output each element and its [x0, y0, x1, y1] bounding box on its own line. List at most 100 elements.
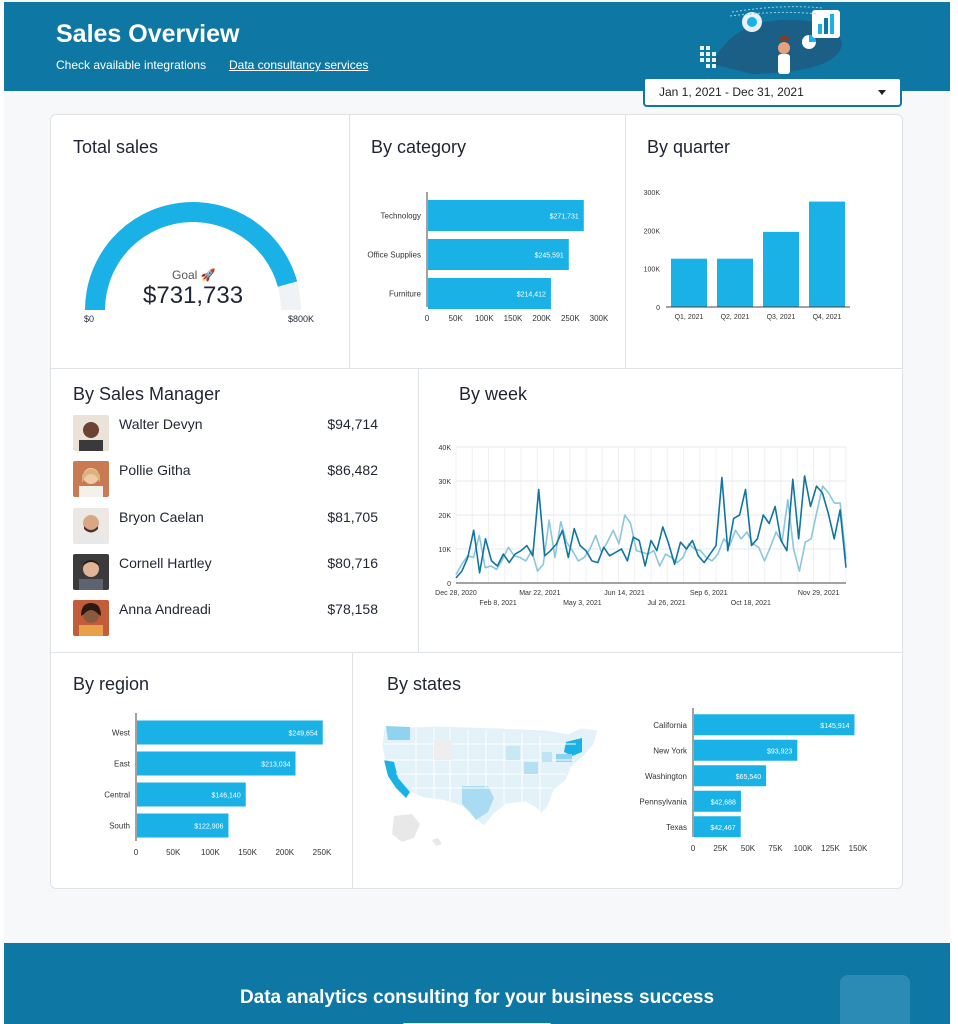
category-label: East	[114, 760, 131, 769]
header-illustration	[700, 6, 842, 74]
window-edge-left	[0, 0, 4, 1024]
integrations-link[interactable]: Check available integrations	[56, 58, 207, 72]
data-label: $42,688	[711, 799, 736, 806]
data-label: $93,923	[767, 748, 792, 755]
gauge-min-label: $0	[84, 314, 94, 324]
gauge-max-label: $800K	[288, 314, 314, 324]
category-bar-chart: Technology $271,731 Office Supplies $245,59…	[367, 192, 609, 323]
x-tick-label: Jul 26, 2021	[648, 600, 686, 607]
x-tick-label: 75K	[768, 844, 783, 853]
bar	[694, 714, 855, 736]
x-tick-label: 0	[691, 844, 696, 853]
bar	[809, 201, 845, 307]
x-tick-label: 200K	[532, 314, 551, 323]
x-tick-label: Mar 22, 2021	[519, 590, 560, 597]
texas-region	[462, 786, 494, 820]
manager-row: Anna Andreadi $78,158	[73, 600, 383, 636]
california-region	[384, 760, 410, 798]
date-range-picker[interactable]: Jan 1, 2021 - Dec 31, 2021	[643, 77, 902, 107]
x-tick-label: Jun 14, 2021	[604, 590, 645, 597]
manager-row: Walter Devyn $94,714	[73, 415, 383, 451]
divider	[349, 115, 350, 368]
data-label: $249,654	[289, 731, 318, 738]
x-tick-label: 200K	[275, 848, 294, 857]
manager-name: Bryon Caelan	[119, 509, 204, 525]
category-label: California	[653, 721, 687, 730]
date-range-value: Jan 1, 2021 - Dec 31, 2021	[659, 85, 804, 99]
manager-name: Cornell Hartley	[119, 555, 212, 571]
y-tick-label: 300K	[644, 190, 661, 197]
us-map-mainland	[381, 725, 599, 827]
data-label: $245,591	[535, 253, 564, 260]
manager-row: Bryon Caelan $81,705	[73, 508, 383, 544]
avatar	[73, 415, 109, 451]
state-shade-2	[524, 762, 538, 774]
state-shade-3	[542, 752, 552, 762]
category-chart-title: By category	[371, 137, 467, 157]
footer-banner: Data analytics consulting for your busin…	[4, 943, 950, 1024]
bar	[428, 278, 551, 309]
states-bar-chart: California $145,914 New York $93,923 Washing…	[639, 708, 868, 853]
total-sales-gauge: $0 $800K	[84, 201, 314, 324]
state-shade-1	[506, 746, 520, 760]
category-label: Texas	[666, 823, 687, 832]
x-tick-label: 250K	[313, 848, 332, 857]
x-tick-label: 300K	[590, 314, 609, 323]
consultancy-link[interactable]: Data consultancy services	[229, 58, 369, 72]
x-tick-label: 25K	[713, 844, 728, 853]
region-chart-title: By region	[73, 674, 150, 694]
nevada-region	[434, 740, 452, 760]
manager-name: Anna Andreadi	[119, 601, 211, 617]
y-tick-label: 10K	[439, 547, 452, 554]
us-states-map	[381, 725, 599, 846]
y-tick-label: 0	[447, 581, 451, 588]
category-label: South	[109, 822, 130, 831]
header-banner: Sales Overview Check available integrati…	[4, 2, 950, 91]
avatar	[73, 554, 109, 590]
x-tick-label: Oct 18, 2021	[731, 600, 771, 607]
manager-value: $81,705	[327, 509, 378, 525]
x-tick-label: 125K	[821, 844, 840, 853]
hawaii-region	[432, 838, 442, 846]
data-label: $271,731	[550, 214, 579, 221]
x-tick-label: 250K	[561, 314, 580, 323]
bar	[137, 813, 229, 838]
total-sales-title: Total sales	[73, 137, 159, 157]
x-tick-label: Q4, 2021	[813, 314, 842, 321]
avatar	[73, 600, 109, 636]
category-label: Office Supplies	[367, 251, 421, 260]
divider	[51, 652, 902, 653]
gauge-fill	[85, 201, 298, 310]
quarter-chart-title: By quarter	[647, 137, 731, 157]
week-line-chart: 0 10K 20K 30K 40K Dec 28, 2020 Mar 22, 2021 Jun…	[435, 445, 847, 607]
data-label: $42,467	[710, 825, 735, 832]
bar	[137, 751, 296, 776]
bar	[694, 790, 741, 812]
x-tick-label: 100K	[201, 848, 220, 857]
x-tick-label: Q3, 2021	[767, 314, 796, 321]
page-title: Sales Overview	[56, 20, 240, 48]
gauge-goal-label: Goal	[172, 268, 198, 282]
divider	[352, 652, 353, 888]
y-tick-label: 100K	[644, 267, 661, 274]
data-label: $213,034	[261, 762, 290, 769]
bar	[137, 720, 323, 745]
data-label: $214,412	[517, 292, 546, 299]
x-tick-label: 50K	[741, 844, 756, 853]
quarter-bar-chart: 0 100K 200K 300K Q1, 2021 Q2, 2021 Q3, 2021 Q4,…	[644, 190, 850, 321]
y-tick-label: 200K	[644, 228, 661, 235]
x-tick-label: 150K	[849, 844, 868, 853]
manager-value: $94,714	[327, 416, 378, 432]
category-label: Pennsylvania	[639, 797, 687, 806]
avatar	[73, 508, 109, 544]
manager-value: $78,158	[327, 601, 378, 617]
y-tick-label: 40K	[439, 445, 452, 452]
divider	[51, 368, 902, 369]
alaska-region	[392, 814, 420, 842]
chat-widget[interactable]	[840, 975, 910, 1024]
data-label: $146,140	[212, 793, 241, 800]
manager-value: $80,716	[327, 555, 378, 571]
window-edge-right	[950, 0, 958, 1024]
category-label: Washington	[645, 772, 687, 781]
